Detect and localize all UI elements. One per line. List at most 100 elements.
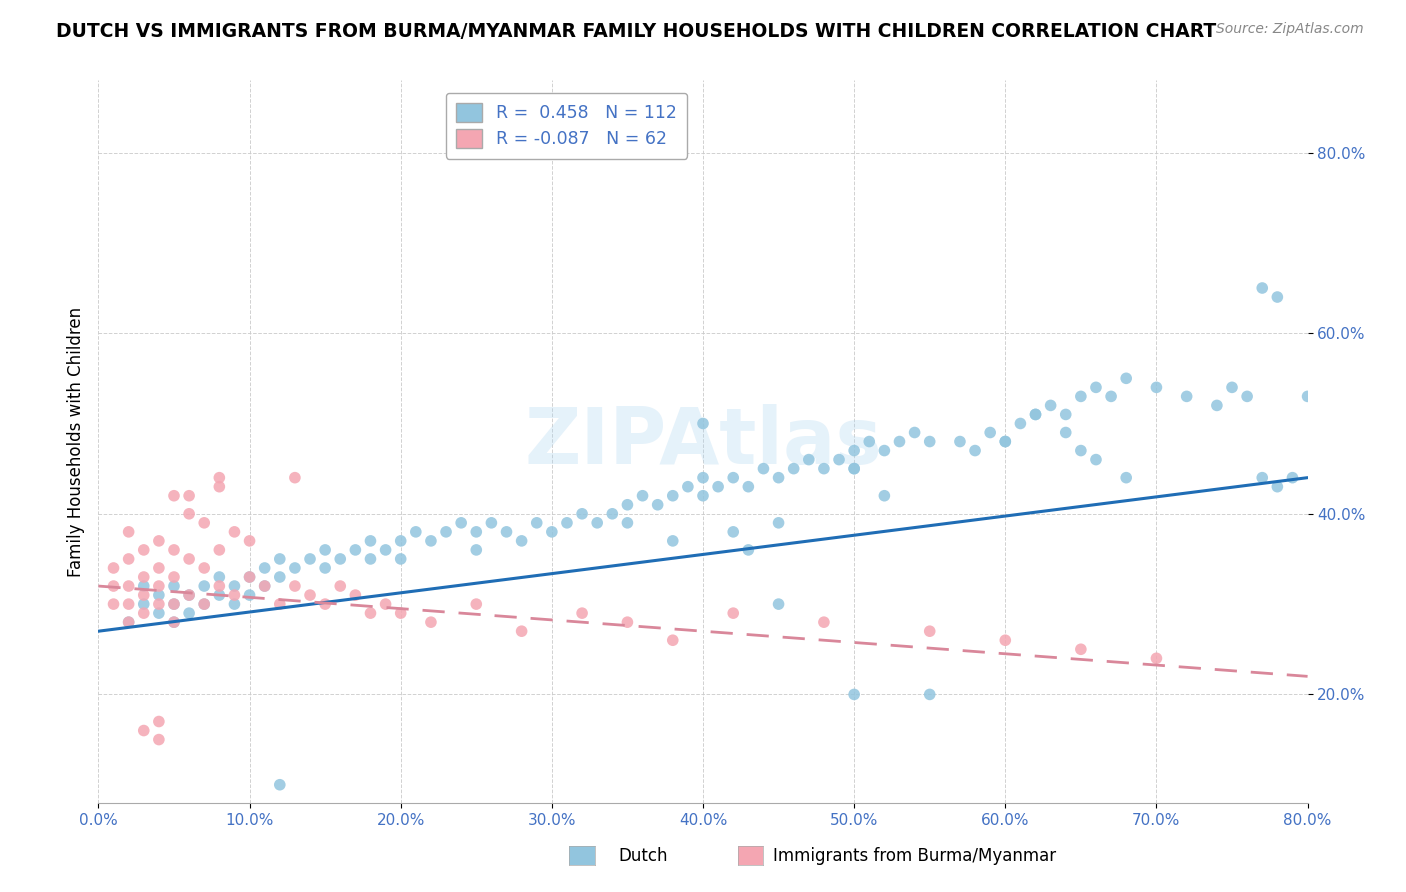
Point — [389, 552, 412, 566]
Point — [918, 687, 941, 701]
Point — [193, 516, 215, 530]
Point — [314, 561, 336, 575]
Point — [132, 579, 155, 593]
Point — [193, 579, 215, 593]
Point — [1039, 398, 1062, 412]
Point — [844, 687, 866, 701]
Point — [208, 588, 231, 602]
Point — [844, 443, 866, 458]
Point — [224, 579, 246, 593]
Point — [329, 579, 352, 593]
Point — [208, 570, 231, 584]
Point — [132, 606, 155, 620]
Point — [314, 597, 336, 611]
Point — [269, 778, 291, 792]
Point — [813, 461, 835, 475]
Point — [118, 615, 141, 630]
Point — [661, 533, 683, 548]
Point — [465, 597, 488, 611]
Point — [118, 524, 141, 539]
Point — [481, 516, 503, 530]
Point — [692, 471, 714, 485]
Point — [571, 507, 593, 521]
Point — [253, 579, 276, 593]
Point — [284, 561, 307, 575]
Point — [616, 615, 638, 630]
Point — [329, 552, 352, 566]
Point — [752, 461, 775, 475]
Point — [284, 471, 307, 485]
Point — [783, 461, 806, 475]
Point — [163, 597, 186, 611]
Point — [1115, 371, 1137, 385]
Point — [616, 516, 638, 530]
Point — [858, 434, 880, 449]
Point — [1251, 281, 1274, 295]
Point — [692, 489, 714, 503]
Point — [118, 579, 141, 593]
Point — [224, 588, 246, 602]
Point — [224, 524, 246, 539]
Point — [148, 561, 170, 575]
Point — [208, 542, 231, 557]
Point — [239, 570, 262, 584]
Point — [555, 516, 578, 530]
Point — [389, 606, 412, 620]
Point — [661, 489, 683, 503]
Point — [269, 552, 291, 566]
Point — [1024, 408, 1046, 422]
Point — [163, 579, 186, 593]
Point — [495, 524, 517, 539]
Text: ZIPAtlas: ZIPAtlas — [524, 403, 882, 480]
Point — [631, 489, 654, 503]
Point — [1144, 651, 1167, 665]
Point — [148, 597, 170, 611]
Point — [103, 579, 125, 593]
Point — [510, 624, 533, 639]
Point — [269, 570, 291, 584]
Point — [179, 588, 201, 602]
Point — [465, 542, 488, 557]
Point — [797, 452, 820, 467]
Point — [692, 417, 714, 431]
Point — [813, 615, 835, 630]
Point — [1010, 417, 1032, 431]
Point — [737, 480, 759, 494]
Point — [918, 624, 941, 639]
Point — [420, 615, 443, 630]
Point — [253, 561, 276, 575]
Point — [844, 461, 866, 475]
Point — [103, 561, 125, 575]
Point — [163, 615, 186, 630]
Point — [360, 552, 382, 566]
Point — [707, 480, 730, 494]
Point — [148, 714, 170, 729]
Point — [148, 606, 170, 620]
Point — [965, 443, 987, 458]
Point — [1296, 389, 1319, 403]
Point — [405, 524, 427, 539]
Point — [344, 588, 367, 602]
Point — [420, 533, 443, 548]
Point — [239, 588, 262, 602]
Point — [299, 552, 322, 566]
Point — [179, 606, 201, 620]
Point — [163, 489, 186, 503]
Point — [661, 633, 683, 648]
Point — [676, 480, 699, 494]
Point — [344, 542, 367, 557]
Point — [1267, 290, 1289, 304]
Point — [148, 533, 170, 548]
Point — [979, 425, 1001, 440]
Point — [103, 597, 125, 611]
Point — [179, 552, 201, 566]
Point — [193, 597, 215, 611]
Point — [208, 579, 231, 593]
Text: DUTCH VS IMMIGRANTS FROM BURMA/MYANMAR FAMILY HOUSEHOLDS WITH CHILDREN CORRELATI: DUTCH VS IMMIGRANTS FROM BURMA/MYANMAR F… — [56, 22, 1216, 41]
Point — [434, 524, 457, 539]
Point — [1054, 425, 1077, 440]
Point — [1070, 443, 1092, 458]
Point — [723, 606, 745, 620]
Point — [269, 597, 291, 611]
Point — [1099, 389, 1122, 403]
